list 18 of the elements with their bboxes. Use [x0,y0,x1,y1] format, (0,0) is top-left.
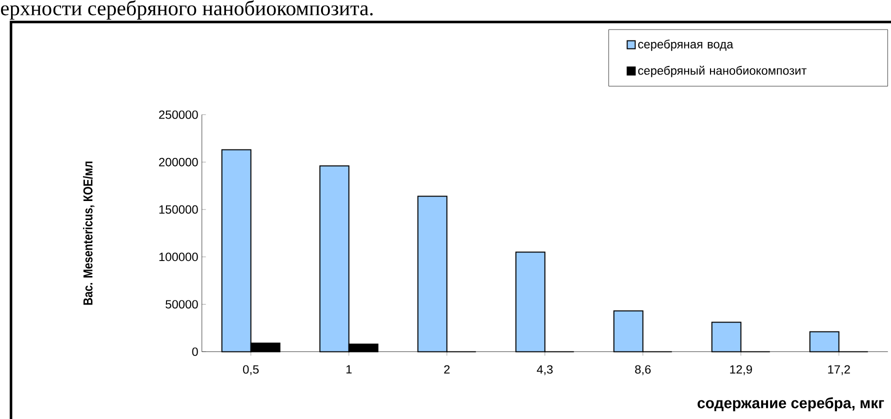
chart-title: ерхности серебряного нанобиокомпозита. [1,0,373,20]
x-tick-label: 4,3 [536,365,553,376]
x-axis-title: содержание серебра, мкг [698,397,884,412]
y-tick-label: 100000 [159,252,198,262]
y-tick-label: 150000 [159,205,198,214]
x-tick-label: 17,2 [828,365,850,376]
x-tick-label: 2 [444,365,450,374]
y-axis-title: Bac. Mesentericus, КОЕ/мл [83,162,94,305]
y-tick-label: 0 [192,347,198,356]
x-tick-label: 12,9 [730,365,752,376]
y-tick-label: 50000 [166,300,198,309]
x-tick-label: 8,6 [635,365,651,376]
y-tick-label: 200000 [159,158,198,166]
x-tick-label: 0,5 [243,365,259,376]
legend-label: серебряный нанобиокомпозит [638,66,807,78]
y-tick-label: 250000 [159,110,198,119]
legend-label: серебряная вода [638,40,734,51]
x-tick-label: 1 [346,365,352,374]
